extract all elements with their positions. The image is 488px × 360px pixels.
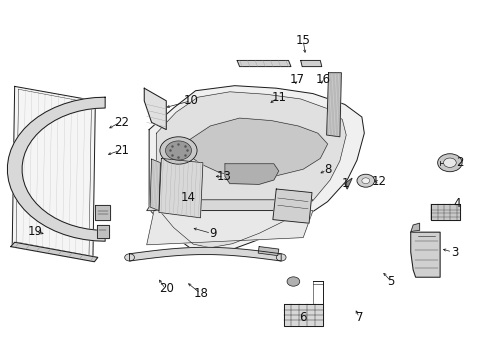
Text: 3: 3 bbox=[450, 246, 458, 258]
Text: 19: 19 bbox=[28, 225, 42, 238]
Text: 18: 18 bbox=[194, 287, 208, 300]
Text: 14: 14 bbox=[181, 191, 195, 204]
Text: 12: 12 bbox=[371, 175, 386, 188]
Polygon shape bbox=[156, 92, 346, 248]
Polygon shape bbox=[344, 178, 351, 189]
Text: 2: 2 bbox=[455, 156, 463, 169]
Polygon shape bbox=[7, 97, 105, 241]
Circle shape bbox=[443, 158, 455, 167]
Polygon shape bbox=[97, 225, 108, 238]
Polygon shape bbox=[95, 205, 110, 220]
Text: 4: 4 bbox=[452, 197, 460, 210]
Polygon shape bbox=[430, 204, 459, 220]
Circle shape bbox=[286, 277, 299, 286]
Text: 11: 11 bbox=[271, 91, 285, 104]
Text: 22: 22 bbox=[114, 116, 128, 129]
Circle shape bbox=[276, 254, 285, 261]
Polygon shape bbox=[300, 60, 321, 67]
Text: 13: 13 bbox=[216, 170, 231, 183]
Polygon shape bbox=[237, 60, 290, 67]
Circle shape bbox=[160, 137, 197, 164]
Polygon shape bbox=[129, 247, 281, 261]
Text: 21: 21 bbox=[114, 144, 128, 157]
Text: 6: 6 bbox=[299, 311, 306, 324]
Text: 8: 8 bbox=[323, 163, 331, 176]
Circle shape bbox=[356, 174, 374, 187]
Polygon shape bbox=[144, 88, 166, 130]
Polygon shape bbox=[11, 242, 98, 262]
Circle shape bbox=[124, 254, 134, 261]
Text: 7: 7 bbox=[355, 311, 363, 324]
Polygon shape bbox=[149, 86, 364, 252]
Polygon shape bbox=[185, 118, 327, 176]
Text: 15: 15 bbox=[295, 34, 310, 47]
Polygon shape bbox=[283, 304, 322, 326]
Polygon shape bbox=[272, 189, 311, 223]
Circle shape bbox=[361, 178, 369, 184]
Polygon shape bbox=[224, 164, 278, 184]
Text: 1: 1 bbox=[341, 177, 348, 190]
Polygon shape bbox=[410, 232, 439, 277]
Polygon shape bbox=[258, 247, 278, 256]
Text: 17: 17 bbox=[289, 73, 304, 86]
Polygon shape bbox=[12, 86, 95, 259]
Polygon shape bbox=[159, 158, 203, 218]
Polygon shape bbox=[410, 223, 419, 232]
Text: 5: 5 bbox=[386, 275, 394, 288]
Polygon shape bbox=[146, 211, 312, 245]
Text: 16: 16 bbox=[315, 73, 329, 86]
Text: 20: 20 bbox=[159, 282, 173, 295]
Text: 10: 10 bbox=[183, 94, 198, 107]
Text: 9: 9 bbox=[208, 227, 216, 240]
Polygon shape bbox=[146, 200, 312, 211]
Polygon shape bbox=[326, 73, 341, 137]
Circle shape bbox=[165, 141, 191, 160]
Circle shape bbox=[437, 154, 461, 172]
Polygon shape bbox=[150, 159, 160, 211]
